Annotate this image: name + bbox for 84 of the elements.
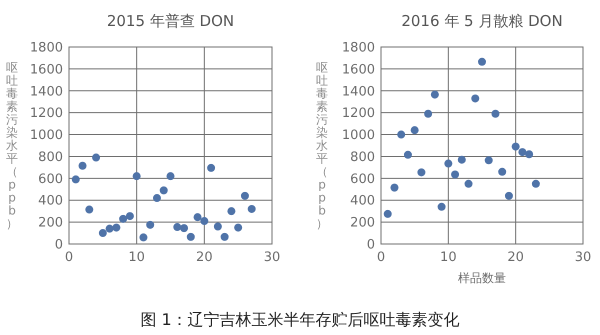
y-tick-label: 1200 xyxy=(342,106,375,122)
point xyxy=(478,58,486,66)
caption: 图 1：辽宁吉林玉米半年存贮后呕吐毒素变化 xyxy=(140,310,460,329)
point xyxy=(220,232,229,241)
y-tick-label: 1200 xyxy=(30,106,63,122)
point xyxy=(132,172,141,180)
point xyxy=(518,148,526,156)
point xyxy=(410,126,419,134)
point xyxy=(72,175,80,184)
x-tick-label: 30 xyxy=(264,250,280,265)
chart-title: 2015 年普查 DON xyxy=(106,12,234,30)
point xyxy=(240,192,249,200)
y-tick-label: 1600 xyxy=(30,62,63,78)
point xyxy=(186,232,195,241)
point xyxy=(92,154,100,162)
point xyxy=(464,180,473,188)
point xyxy=(424,110,432,118)
point xyxy=(119,214,128,223)
y-tick-label: 600 xyxy=(38,172,63,187)
point xyxy=(146,220,154,229)
point xyxy=(166,172,174,180)
x-tick-label: 0 xyxy=(64,250,74,265)
y-tick-label: 1800 xyxy=(30,40,63,56)
point xyxy=(498,168,506,176)
x-tick-label: 20 xyxy=(507,250,524,265)
point xyxy=(78,162,87,170)
y-tick-label: 1600 xyxy=(342,62,375,78)
point xyxy=(404,150,412,159)
point xyxy=(194,213,202,222)
point xyxy=(504,192,513,200)
point xyxy=(525,150,534,158)
point xyxy=(484,156,493,164)
point xyxy=(417,168,426,176)
x-tick-label: 10 xyxy=(440,250,457,265)
point xyxy=(139,233,148,242)
y-tick-label: 200 xyxy=(350,216,375,231)
point xyxy=(512,142,520,151)
x-tick-label: 10 xyxy=(128,250,145,265)
point xyxy=(214,222,222,230)
y-tick-label: 0 xyxy=(366,238,375,252)
point xyxy=(444,160,452,168)
point xyxy=(248,204,256,213)
y-tick-label: 400 xyxy=(350,194,375,209)
y-tick-label: 1800 xyxy=(342,40,375,56)
point xyxy=(126,212,134,220)
point xyxy=(227,207,236,216)
chart-title: 2016 年 5 月散粮 DON xyxy=(401,12,563,30)
point xyxy=(491,110,500,118)
point xyxy=(471,94,480,102)
x-axis-title: 样品数量 xyxy=(458,271,506,285)
point xyxy=(98,229,107,238)
text: 呕吐毒素污染水平（ppb） xyxy=(6,60,18,230)
point xyxy=(200,217,208,226)
y-tick-label: 1400 xyxy=(342,84,375,100)
point xyxy=(532,180,540,188)
x-tick-label: 0 xyxy=(376,250,386,265)
point xyxy=(152,194,161,202)
point xyxy=(397,130,406,139)
y-tick-label: 1000 xyxy=(30,128,63,144)
point xyxy=(160,186,168,194)
point xyxy=(430,90,439,99)
x-tick-label: 20 xyxy=(196,250,213,265)
point xyxy=(438,202,446,211)
point xyxy=(207,164,216,172)
y-tick-label: 0 xyxy=(54,238,63,252)
y-tick-label: 800 xyxy=(350,150,375,165)
point xyxy=(180,224,188,232)
y-tick-label: 1000 xyxy=(342,128,375,144)
point xyxy=(451,170,460,179)
point xyxy=(173,223,182,232)
point xyxy=(390,184,398,192)
point xyxy=(112,224,120,232)
y-tick-label: 200 xyxy=(38,216,63,231)
y-tick-label: 800 xyxy=(38,150,63,165)
point xyxy=(458,156,466,164)
x-tick-label: 30 xyxy=(574,250,592,265)
point xyxy=(85,206,94,214)
text: 呕吐毒素污染水平（ppb） xyxy=(316,60,328,230)
y-tick-label: 400 xyxy=(38,194,63,209)
y-tick-label: 600 xyxy=(350,172,375,187)
point xyxy=(384,210,392,218)
y-tick-label: 1400 xyxy=(30,84,63,100)
point xyxy=(106,224,114,233)
point xyxy=(234,224,242,232)
